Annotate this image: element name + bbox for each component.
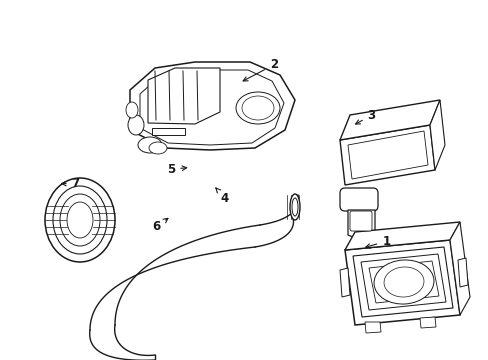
Polygon shape: [360, 254, 445, 310]
Polygon shape: [347, 210, 374, 238]
Text: 3: 3: [355, 109, 375, 124]
Text: 5: 5: [167, 163, 186, 176]
Polygon shape: [339, 100, 439, 140]
Ellipse shape: [67, 202, 93, 238]
Ellipse shape: [126, 102, 138, 118]
FancyBboxPatch shape: [349, 211, 371, 231]
Ellipse shape: [383, 267, 423, 297]
Polygon shape: [419, 317, 435, 328]
Ellipse shape: [289, 194, 299, 220]
Polygon shape: [457, 258, 467, 287]
FancyBboxPatch shape: [339, 188, 377, 211]
Ellipse shape: [53, 186, 107, 254]
Ellipse shape: [138, 137, 162, 153]
Polygon shape: [368, 261, 438, 303]
Text: 4: 4: [215, 188, 228, 204]
Polygon shape: [364, 322, 380, 333]
Polygon shape: [354, 238, 367, 253]
Ellipse shape: [60, 194, 100, 246]
Polygon shape: [339, 125, 434, 185]
Polygon shape: [152, 128, 184, 135]
Text: 1: 1: [365, 235, 389, 248]
Polygon shape: [352, 247, 452, 317]
Text: 7: 7: [61, 177, 80, 190]
Text: 2: 2: [243, 58, 277, 81]
Ellipse shape: [236, 92, 280, 124]
Polygon shape: [339, 268, 349, 297]
Ellipse shape: [128, 115, 143, 135]
Ellipse shape: [291, 198, 297, 216]
Ellipse shape: [45, 178, 115, 262]
Polygon shape: [347, 131, 427, 179]
Polygon shape: [148, 68, 220, 124]
Polygon shape: [130, 62, 294, 150]
Text: 6: 6: [152, 219, 167, 233]
Ellipse shape: [373, 260, 433, 304]
Polygon shape: [345, 240, 459, 325]
Polygon shape: [345, 222, 459, 250]
Ellipse shape: [149, 142, 167, 154]
Ellipse shape: [242, 96, 273, 120]
Polygon shape: [449, 222, 469, 315]
Polygon shape: [140, 70, 284, 145]
Polygon shape: [429, 100, 444, 170]
